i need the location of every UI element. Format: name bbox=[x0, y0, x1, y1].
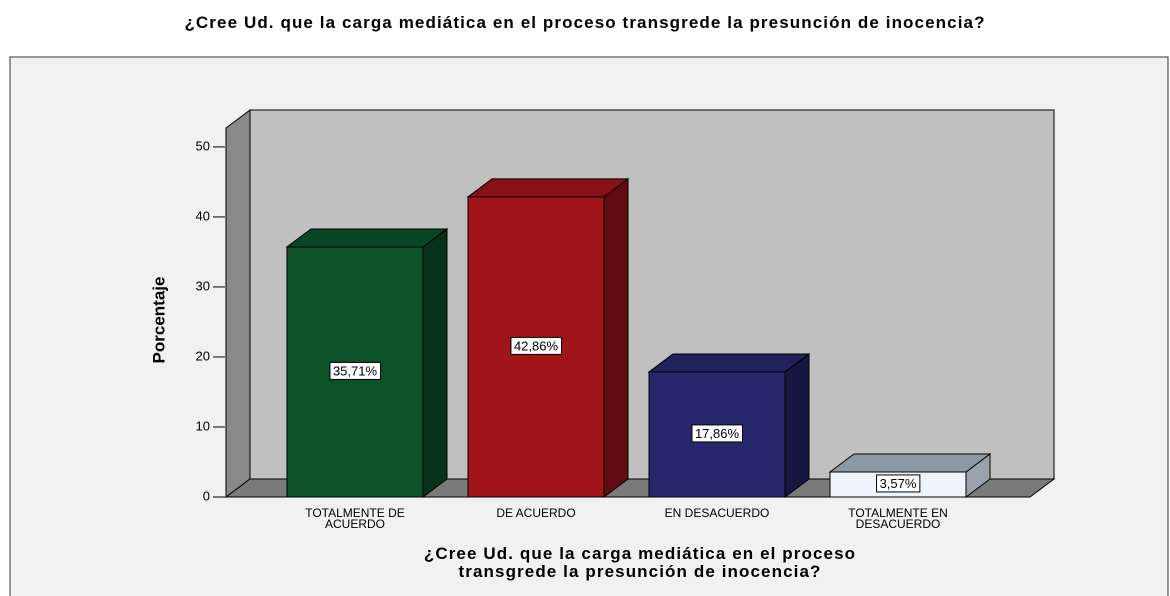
value-label-box bbox=[329, 361, 381, 380]
bar-top bbox=[285, 228, 449, 248]
y-tick-label: 50 bbox=[196, 138, 210, 153]
y-tick-label: 40 bbox=[196, 208, 210, 223]
x-tick-label: TOTALMENTE EN DESACUERDO bbox=[848, 506, 948, 531]
value-label-group: 17,86% bbox=[691, 424, 743, 443]
side-wall bbox=[225, 109, 251, 498]
bar-side bbox=[422, 227, 448, 498]
y-tick-label: 30 bbox=[196, 278, 210, 293]
value-label-box bbox=[510, 336, 562, 355]
value-label: 42,86% bbox=[514, 338, 559, 353]
value-label-group: 42,86% bbox=[510, 336, 562, 355]
bar-side bbox=[603, 177, 629, 498]
value-label-box bbox=[691, 424, 743, 443]
x-tick-label: EN DESACUERDO bbox=[664, 506, 770, 520]
x-axis-label: ¿Cree Ud. que la carga mediática en el p… bbox=[423, 544, 857, 581]
value-label: 35,71% bbox=[333, 363, 378, 378]
value-label: 17,86% bbox=[695, 426, 740, 441]
x-tick-label: DE ACUERDO bbox=[496, 506, 576, 520]
chart-title: ¿Cree Ud. que la carga mediática en el p… bbox=[184, 13, 986, 32]
y-tick-label: 20 bbox=[196, 348, 210, 363]
value-label-group: 35,71% bbox=[329, 361, 381, 380]
y-tick-label: 0 bbox=[203, 488, 210, 503]
value-label-group: 3,57% bbox=[876, 474, 921, 493]
bar-top bbox=[828, 453, 992, 473]
bar-top bbox=[466, 178, 630, 198]
bar-side bbox=[784, 352, 810, 498]
value-label-box bbox=[876, 474, 921, 493]
bar-top bbox=[647, 353, 811, 373]
x-tick-label: TOTALMENTE DE ACUERDO bbox=[305, 506, 405, 531]
value-label: 3,57% bbox=[880, 476, 917, 491]
y-axis-label: Porcentaje bbox=[149, 277, 168, 364]
y-tick-label: 10 bbox=[196, 418, 210, 433]
